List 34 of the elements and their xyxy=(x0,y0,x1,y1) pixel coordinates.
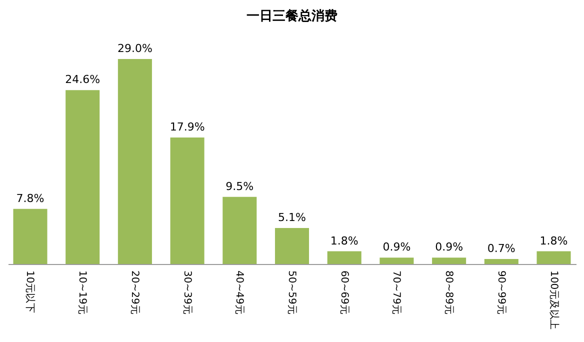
bar xyxy=(432,258,466,264)
x-tick-label: 30~39元 xyxy=(181,270,192,314)
data-label: 0.7% xyxy=(487,242,516,256)
bar xyxy=(274,228,310,264)
data-label: 1.8% xyxy=(540,234,568,248)
bar xyxy=(484,259,518,264)
bar xyxy=(66,90,100,264)
x-tick-label: 60~69元 xyxy=(338,270,350,314)
data-label: 24.6% xyxy=(65,73,100,86)
bar xyxy=(327,251,362,264)
x-tick-label: 100元及以上 xyxy=(548,270,560,330)
x-tick-label: 50~59元 xyxy=(286,270,297,314)
data-label: 17.9% xyxy=(170,120,205,134)
x-tick-label: 80~89元 xyxy=(443,270,454,314)
bar xyxy=(536,251,571,264)
data-label: 29.0% xyxy=(117,42,152,55)
x-tick-label: 90~99元 xyxy=(495,270,506,314)
bar xyxy=(118,59,152,264)
data-label: 0.9% xyxy=(435,240,464,254)
bar xyxy=(380,258,414,264)
data-label: 0.9% xyxy=(382,240,411,254)
x-tick-label: 10元以下 xyxy=(24,270,36,314)
data-label: 7.8% xyxy=(16,192,44,205)
bar xyxy=(170,137,204,264)
data-label: 1.8% xyxy=(330,234,358,248)
chart-title: 一日三餐总消费 xyxy=(246,8,338,24)
x-tick-label: 70~79元 xyxy=(390,270,402,314)
bar xyxy=(222,196,257,264)
x-tick-label: 20~29元 xyxy=(128,270,140,314)
data-label: 5.1% xyxy=(278,210,306,224)
data-label: 9.5% xyxy=(226,180,254,193)
bar xyxy=(13,208,48,264)
x-tick-label: 40~49元 xyxy=(234,270,245,314)
x-tick-label: 10~19元 xyxy=(76,270,88,314)
